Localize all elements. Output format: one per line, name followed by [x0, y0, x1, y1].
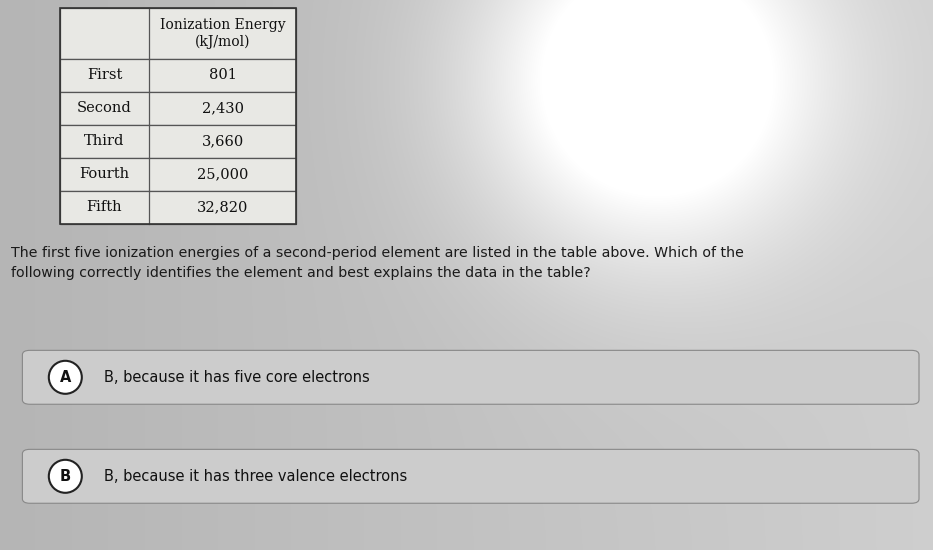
Bar [60, 191, 296, 224]
Bar [60, 92, 296, 125]
Text: B: B [60, 469, 71, 484]
Bar [60, 158, 296, 191]
Text: 801: 801 [209, 68, 236, 82]
Text: B, because it has five core electrons: B, because it has five core electrons [104, 370, 370, 385]
Text: Third: Third [84, 134, 125, 148]
FancyBboxPatch shape [22, 449, 919, 503]
Bar [60, 8, 296, 224]
Text: B, because it has three valence electrons: B, because it has three valence electron… [104, 469, 408, 484]
FancyBboxPatch shape [22, 350, 919, 404]
Text: 32,820: 32,820 [197, 200, 248, 214]
Text: Ionization Energy
(kJ/mol): Ionization Energy (kJ/mol) [160, 18, 285, 50]
Bar [60, 125, 296, 158]
Ellipse shape [49, 460, 82, 493]
Text: Fourth: Fourth [79, 167, 130, 182]
Text: 25,000: 25,000 [197, 167, 248, 182]
Text: Second: Second [77, 101, 132, 116]
Text: 3,660: 3,660 [202, 134, 244, 148]
Bar [60, 8, 296, 59]
Ellipse shape [49, 361, 82, 394]
Bar [60, 59, 296, 92]
Text: 2,430: 2,430 [202, 101, 244, 116]
Text: A: A [60, 370, 71, 385]
Text: First: First [87, 68, 122, 82]
Text: The first five ionization energies of a second-period element are listed in the : The first five ionization energies of a … [11, 246, 745, 280]
Text: Fifth: Fifth [87, 200, 122, 214]
